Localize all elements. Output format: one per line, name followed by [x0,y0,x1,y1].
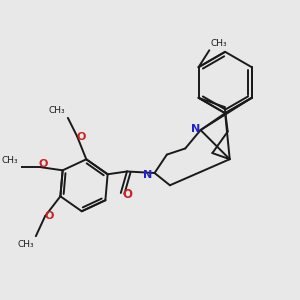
Text: O: O [123,188,133,201]
Text: CH₃: CH₃ [211,39,227,48]
Text: CH₃: CH₃ [48,106,65,116]
Text: O: O [38,159,47,169]
Text: N: N [191,124,201,134]
Text: O: O [76,132,86,142]
Text: CH₃: CH₃ [2,156,18,165]
Text: O: O [44,211,53,221]
Text: N: N [143,169,152,179]
Text: CH₃: CH₃ [18,240,34,249]
